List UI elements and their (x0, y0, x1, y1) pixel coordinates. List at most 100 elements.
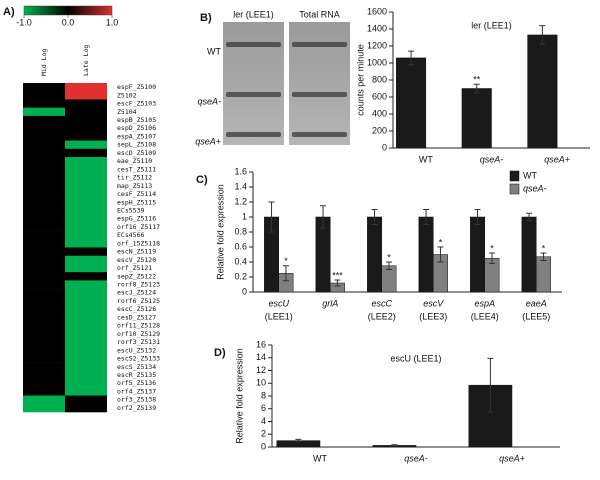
y-tick-label: 400 (372, 108, 387, 118)
heatmap-cell (23, 255, 65, 265)
heatmap-cell (23, 247, 65, 257)
heatmap-cell (23, 313, 65, 322)
error-bar (320, 205, 327, 229)
significance: * (542, 243, 546, 253)
heatmap-cell (23, 148, 65, 158)
x-tick-label: qseA- (480, 154, 504, 164)
heatmap-cell (65, 370, 107, 380)
x-tick-label: WT (313, 453, 327, 463)
significance: ** (473, 75, 481, 85)
heatmap-cell (65, 189, 107, 199)
significance: * (490, 243, 494, 253)
heatmap-cell (65, 313, 107, 322)
x-tick-label: grlA (322, 298, 338, 308)
y-tick-label: 8 (261, 390, 266, 400)
y-tick-label: 1.4 (234, 181, 247, 191)
row-label: sepL_Z5108 (117, 141, 156, 149)
heatmap-cell (23, 107, 65, 117)
gel-lane (289, 22, 350, 145)
panel-label: A) (3, 6, 15, 18)
y-tick-label: 800 (372, 74, 387, 84)
heatmap-cell (65, 148, 107, 158)
y-tick-label: 12 (256, 365, 266, 375)
heatmap-cell (23, 263, 65, 273)
heatmap-cell (65, 280, 107, 289)
colorbar (23, 5, 113, 16)
row-label: escS_Z5134 (117, 363, 156, 371)
heatmap-cell (23, 198, 65, 207)
heatmap-cell (23, 231, 65, 240)
heatmap-cell (65, 337, 107, 347)
heatmap-cell (23, 214, 65, 224)
row-label: ECs5539 (117, 206, 144, 214)
heatmap-cell (23, 239, 65, 248)
row-label: WT (207, 46, 221, 56)
row-label: cesT_Z5111 (117, 165, 156, 173)
x-tick-note: (LEE5) (522, 311, 550, 321)
x-tick-note: (LEE1) (265, 311, 293, 321)
row-label: orf_15Z5118 (117, 239, 160, 247)
error-bar (408, 50, 415, 66)
heatmap-cell (23, 354, 65, 363)
error-bar (423, 209, 430, 225)
colorbar-tick-label: 1.0 (106, 17, 119, 27)
heatmap-cell (23, 362, 65, 372)
row-label: escR_Z5135 (117, 371, 156, 379)
heatmap-cell (65, 181, 107, 191)
heatmap-cell (65, 132, 107, 141)
error-bar (539, 25, 546, 45)
chart-title: escU (LEE1) (390, 353, 441, 363)
legend-label: WT (523, 170, 537, 180)
gel-band (226, 42, 281, 47)
bar (521, 216, 537, 293)
row-label: orf3_Z5138 (117, 396, 156, 404)
significance: * (387, 252, 391, 262)
y-tick-label: 4 (261, 416, 266, 426)
x-tick-label: qseA+ (499, 453, 525, 463)
heatmap-cell (23, 403, 65, 413)
y-axis-label: Relative fold expression (234, 348, 244, 444)
heatmap-cell (65, 165, 107, 174)
y-tick-label: 10 (256, 378, 266, 388)
x-tick-label: escC (371, 298, 392, 308)
error-bar (391, 444, 398, 447)
x-tick-label: eaeA (526, 298, 547, 308)
row-label: espB_Z5105 (117, 116, 156, 124)
row-label: escU_Z5132 (117, 346, 156, 354)
heatmap-cell (23, 124, 65, 133)
heatmap-cell (65, 354, 107, 363)
bar (367, 216, 382, 293)
y-tick-label: 600 (372, 91, 387, 101)
row-label: cesF_Z5114 (117, 190, 156, 198)
heatmap-cell (65, 83, 107, 92)
lane-label: Total RNA (299, 9, 340, 19)
colorbar-tick-label: -1.0 (16, 17, 32, 27)
panel-label: B) (200, 12, 212, 24)
heatmap-cell (65, 247, 107, 257)
error-bar (385, 261, 392, 270)
heatmap-cell (65, 107, 107, 117)
heatmap-cell (65, 239, 107, 248)
heatmap-cell (23, 140, 65, 150)
heatmap-cell (23, 329, 65, 339)
row-label: rorf8_Z5123 (117, 281, 160, 289)
y-tick-label: 1.2 (234, 196, 247, 206)
y-tick-label: 2 (261, 429, 266, 439)
y-tick-label: 0 (242, 286, 247, 296)
heatmap-cell (65, 296, 107, 306)
heatmap-cell (23, 91, 65, 100)
row-label: escV_Z5120 (117, 256, 156, 264)
heatmap-cell (23, 99, 65, 108)
panel-label: C) (196, 174, 208, 186)
gel-band (226, 92, 281, 97)
y-tick-label: 0.4 (234, 256, 247, 266)
bar (418, 216, 434, 293)
y-tick-label: 1400 (367, 23, 387, 33)
heatmap-cell (23, 288, 65, 298)
y-tick-label: 0 (261, 441, 266, 451)
heatmap-cell (65, 206, 107, 215)
panel-label: D) (214, 347, 226, 359)
row-label: cesD_Z5127 (117, 313, 156, 321)
y-axis-label: counts per minute (355, 44, 365, 116)
